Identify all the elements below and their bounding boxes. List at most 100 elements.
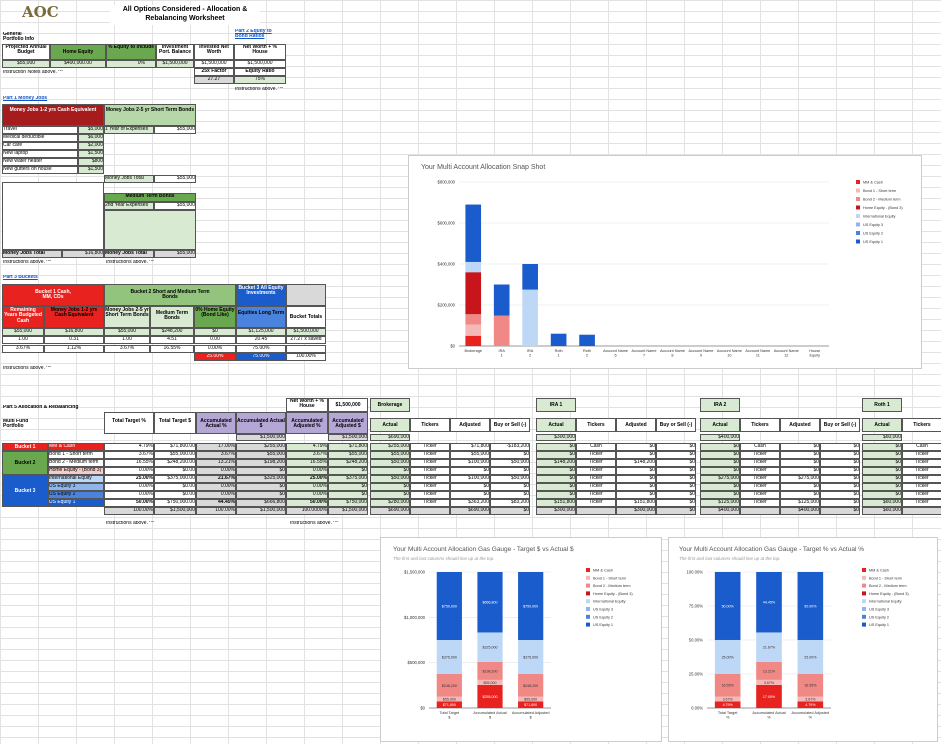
account-cell[interactable]: $0: [862, 467, 902, 475]
account-cell[interactable]: Ticker: [902, 467, 941, 475]
money-job-value[interactable]: $1,500: [78, 150, 104, 158]
account-cell[interactable]: $0: [700, 467, 740, 475]
account-cell[interactable]: Ticker: [576, 475, 616, 483]
money-job-label[interactable]: Car care: [2, 142, 78, 150]
account-cell[interactable]: Ticker: [902, 483, 941, 491]
account-cell[interactable]: $275,000: [700, 475, 740, 483]
account-cell[interactable]: Ticker: [410, 467, 450, 475]
inv-field[interactable]: $1,500,000: [156, 60, 194, 68]
account-cell[interactable]: $148,200: [536, 459, 576, 467]
account-cell[interactable]: $0: [862, 443, 902, 451]
gauge-dollar-chart[interactable]: Your Multi Account Allocation Gas Gauge …: [380, 537, 662, 742]
pct-field[interactable]: 0%: [106, 60, 156, 68]
account-cell[interactable]: $0: [862, 459, 902, 467]
account-cell[interactable]: Ticker: [902, 491, 941, 499]
account-cell[interactable]: Ticker: [740, 459, 780, 467]
account-cell[interactable]: Ticker: [740, 475, 780, 483]
snapshot-chart[interactable]: Your Multi Account Allocation Snap Shot $…: [408, 155, 922, 369]
account-cell[interactable]: Ticker: [740, 451, 780, 459]
account-cell[interactable]: Ticker: [576, 483, 616, 491]
account-cell[interactable]: $0: [862, 475, 902, 483]
account-cell[interactable]: Ticker: [410, 491, 450, 499]
account-cell[interactable]: Ticker: [740, 483, 780, 491]
money-job-label[interactable]: Travel: [2, 126, 78, 134]
part3-link[interactable]: Part 3 Buckets: [3, 275, 38, 280]
bond-ratio-link[interactable]: Part 2 Equity to Bond Ratios: [235, 29, 272, 40]
account-cell[interactable]: $125,000: [700, 499, 740, 507]
budget-field[interactable]: $55,000: [2, 60, 50, 68]
account-cell[interactable]: $0: [862, 491, 902, 499]
account-cell[interactable]: Ticker: [576, 467, 616, 475]
account-cell: $100,000: [450, 475, 490, 483]
account-cell[interactable]: $0: [536, 491, 576, 499]
account-cell[interactable]: $0: [700, 491, 740, 499]
p5-cell[interactable]: 0.00%: [104, 467, 154, 475]
account-cell[interactable]: $60,000: [862, 499, 902, 507]
money-job-value[interactable]: $6,000: [78, 134, 104, 142]
gauge-percent-chart[interactable]: Your Multi Account Allocation Gas Gauge …: [668, 537, 938, 742]
money-job-label[interactable]: New laptop: [2, 150, 78, 158]
x-tick-label: Accumulated Actual: [473, 711, 507, 715]
account-cell[interactable]: $255,000: [370, 443, 410, 451]
account-cell[interactable]: Cash: [576, 443, 616, 451]
account-cell[interactable]: $0: [700, 443, 740, 451]
account-cell[interactable]: $0: [536, 483, 576, 491]
account-cell[interactable]: $0: [536, 451, 576, 459]
account-cell[interactable]: Ticker: [576, 499, 616, 507]
account-cell[interactable]: $280,000: [370, 499, 410, 507]
account-cell[interactable]: Ticker: [410, 499, 450, 507]
money-job-value[interactable]: $2,000: [78, 142, 104, 150]
account-cell[interactable]: Ticker: [410, 459, 450, 467]
account-cell[interactable]: Ticker: [410, 443, 450, 451]
money-job-label[interactable]: New gutters on house: [2, 166, 78, 174]
account-cell[interactable]: $0: [370, 467, 410, 475]
account-cell[interactable]: Ticker: [902, 499, 941, 507]
money-job-value[interactable]: $800: [78, 158, 104, 166]
account-col-header: Tickers: [902, 418, 941, 432]
account-cell[interactable]: Ticker: [410, 451, 450, 459]
account-cell[interactable]: Ticker: [576, 451, 616, 459]
account-cell[interactable]: Ticker: [740, 499, 780, 507]
account-cell[interactable]: $0: [370, 491, 410, 499]
account-cell: $0: [780, 443, 820, 451]
account-cell[interactable]: $50,000: [370, 475, 410, 483]
account-cell[interactable]: $0: [536, 475, 576, 483]
home-field[interactable]: $400,000.00: [50, 60, 106, 68]
account-cell[interactable]: $0: [536, 467, 576, 475]
account-cell[interactable]: $0: [700, 483, 740, 491]
money-job-value[interactable]: $5,000: [78, 126, 104, 134]
account-cell[interactable]: Cash: [902, 443, 941, 451]
money-job-value[interactable]: $1,500: [78, 166, 104, 174]
p5-cell[interactable]: 16.55%: [104, 459, 154, 467]
account-cell[interactable]: Ticker: [576, 459, 616, 467]
account-cell[interactable]: Ticker: [902, 475, 941, 483]
account-cell[interactable]: $0: [862, 483, 902, 491]
y-tick-label: $200,000: [438, 303, 456, 308]
p5-cell[interactable]: 3.67%: [104, 451, 154, 459]
account-cell[interactable]: $0: [700, 451, 740, 459]
account-cell[interactable]: $55,000: [370, 451, 410, 459]
account-cell[interactable]: $151,800: [536, 499, 576, 507]
part1-link[interactable]: Part 1 Money Jobs: [3, 96, 48, 101]
money-job-label[interactable]: New water heater: [2, 158, 78, 166]
account-cell[interactable]: $0: [536, 443, 576, 451]
account-cell[interactable]: Ticker: [740, 467, 780, 475]
account-cell[interactable]: Ticker: [576, 491, 616, 499]
p5-cell[interactable]: 0.00%: [104, 491, 154, 499]
p5-cell[interactable]: 25.00%: [104, 475, 154, 483]
account-cell[interactable]: $0: [862, 451, 902, 459]
account-cell[interactable]: Ticker: [740, 491, 780, 499]
account-cell[interactable]: Cash: [740, 443, 780, 451]
account-cell[interactable]: Ticker: [902, 451, 941, 459]
account-cell[interactable]: Ticker: [410, 475, 450, 483]
account-cell[interactable]: Ticker: [902, 459, 941, 467]
money-job-label[interactable]: Medical deductible: [2, 134, 78, 142]
p5-cell[interactable]: 4.79%: [104, 443, 154, 451]
account-cell[interactable]: $50,000: [370, 459, 410, 467]
account-cell[interactable]: $0: [700, 459, 740, 467]
account-cell[interactable]: Ticker: [410, 483, 450, 491]
p5-cell[interactable]: 0.00%: [104, 483, 154, 491]
x-tick-label: IRA: [527, 349, 534, 353]
p5-cell[interactable]: 50.00%: [104, 499, 154, 507]
account-cell[interactable]: $0: [370, 483, 410, 491]
